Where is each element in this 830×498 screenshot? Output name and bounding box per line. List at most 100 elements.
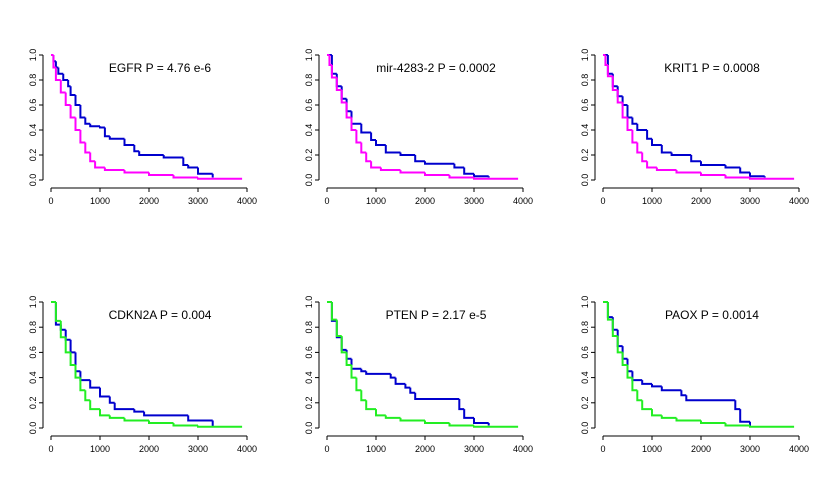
survival-step [685,395,736,402]
survival-step [182,157,189,166]
survival-step [375,409,386,417]
survival-step [626,365,633,379]
survival-step [148,420,174,424]
survival-step [724,175,750,179]
x-tick-label: 3000 [464,196,484,206]
survival-step [365,152,372,163]
x-tick-label: 1000 [642,444,662,454]
survival-step [59,320,66,339]
survival-step [360,368,367,373]
survival-step [79,377,86,392]
survival-step [384,415,401,419]
survival-step [749,177,795,180]
survival-step [749,172,765,178]
survival-step [69,339,76,354]
survival-step [621,102,628,119]
x-tick-label: 1000 [90,196,110,206]
panel-title: CDKN2A P = 0.004 [109,308,212,322]
survival-step [606,302,613,321]
y-tick-label: 0.4 [28,371,38,384]
survival-step [389,373,396,379]
survival-step [360,142,367,154]
survival-step [197,425,243,428]
survival-step [606,65,613,78]
y-tick-label: 0.4 [304,371,314,384]
survival-step [103,167,125,171]
survival-step [636,390,643,402]
survival-step [330,65,337,79]
survival-step [448,422,474,427]
survival-step [94,161,105,169]
survival-step [473,173,489,178]
survival-step [724,422,750,427]
survival-step [69,352,76,366]
survival-step [414,155,425,163]
survival-step [54,67,61,81]
survival-step [99,409,110,417]
survival-step [700,172,726,176]
y-tick-label: 0.6 [580,346,590,359]
survival-step [54,302,61,322]
x-tick-label: 4000 [237,196,257,206]
x-tick-label: 0 [600,196,605,206]
y-tick-label: 0.4 [304,124,314,137]
survival-step [641,400,652,411]
survival-step [365,371,391,375]
y-tick-label: 1.0 [28,296,38,309]
survival-step [675,170,701,174]
survival-step [616,336,623,354]
y-tick-label: 0.0 [28,422,38,435]
survival-step [375,140,386,146]
y-tick-label: 0.6 [28,99,38,112]
survival-step [700,161,726,166]
survival-step [636,142,643,154]
y-tick-label: 0.2 [580,149,590,162]
survival-step [330,302,337,321]
x-tick-label: 0 [324,196,329,206]
survival-step [631,377,638,392]
survival-step [379,167,401,171]
survival-step [335,319,342,338]
survival-step [123,138,135,146]
x-tick-label: 2000 [415,196,435,206]
survival-step [660,415,677,419]
survival-step [355,130,362,144]
survival-step [108,136,125,140]
survival-step [74,95,81,106]
survival-step [365,400,376,411]
x-tick-label: 0 [600,444,605,454]
survival-step [414,392,460,401]
survival-step [89,380,100,389]
x-tick-label: 4000 [513,444,533,454]
survival-step [197,167,213,175]
y-tick-label: 0.0 [580,174,590,187]
survival-step [641,380,652,385]
y-tick-label: 0.0 [304,422,314,435]
survival-step [355,377,362,392]
y-tick-label: 0.8 [580,74,590,87]
survival-step [99,126,105,129]
y-tick-label: 0.8 [580,321,590,334]
survival-step [59,80,66,94]
x-tick-label: 4000 [789,196,809,206]
survival-step [172,422,198,427]
survival-step [62,73,69,81]
survival-step [404,383,411,389]
x-tick-label: 2000 [691,196,711,206]
survival-step [739,167,750,174]
survival-step [616,90,623,104]
survival-step [399,417,425,422]
y-tick-label: 0.0 [304,174,314,187]
x-tick-label: 0 [324,444,329,454]
y-tick-label: 0.6 [28,346,38,359]
survival-step [350,111,362,125]
survival-step [458,399,465,411]
survival-step [64,337,71,354]
survival-step [187,415,213,422]
survival-step [340,90,347,104]
x-tick-label: 0 [48,444,53,454]
survival-step [84,142,91,154]
x-tick-label: 2000 [691,444,711,454]
y-tick-label: 1.0 [28,49,38,62]
survival-step [74,117,81,131]
